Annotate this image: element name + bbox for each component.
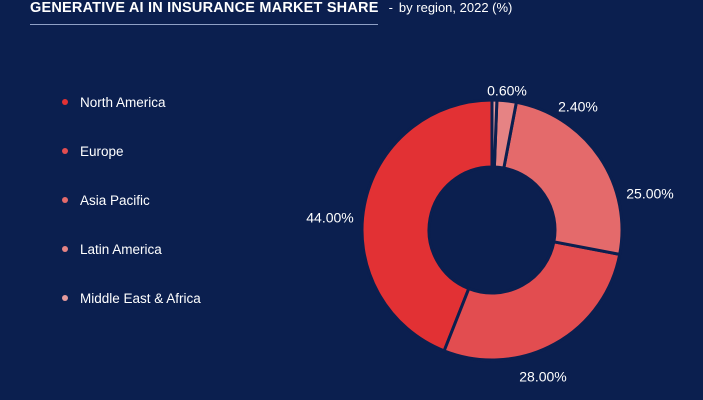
donut-slice [442, 240, 622, 362]
legend-marker [62, 99, 68, 105]
legend-marker [62, 148, 68, 154]
legend-item: North America [62, 92, 201, 112]
chart-header: GENERATIVE AI IN INSURANCE MARKET SHARE … [30, 0, 512, 24]
data-label: 25.00% [626, 186, 673, 202]
legend-marker [62, 295, 68, 301]
donut-slice [502, 100, 624, 256]
legend-marker [62, 197, 68, 203]
data-label: 28.00% [519, 369, 566, 385]
chart-title: GENERATIVE AI IN INSURANCE MARKET SHARE [30, 0, 379, 16]
data-label: 44.00% [306, 210, 353, 226]
title-underline [30, 24, 378, 25]
chart-legend: North America Europe Asia Pacific Latin Ame… [62, 92, 201, 337]
legend-item: Asia Pacific [62, 190, 201, 210]
legend-marker [62, 246, 68, 252]
legend-item: Europe [62, 141, 201, 161]
data-label: 0.60% [487, 83, 527, 99]
legend-label: Europe [80, 143, 124, 159]
donut-slice [490, 98, 499, 169]
legend-label: Latin America [80, 241, 162, 257]
legend-item: Middle East & Africa [62, 288, 201, 308]
data-label: 2.40% [558, 99, 598, 115]
legend-label: North America [80, 94, 166, 110]
donut-slice [360, 98, 494, 353]
title-separator: - [388, 0, 393, 15]
chart-subtitle: by region, 2022 (%) [398, 0, 513, 15]
legend-item: Latin America [62, 239, 201, 259]
legend-label: Middle East & Africa [80, 290, 201, 306]
legend-label: Asia Pacific [80, 192, 150, 208]
